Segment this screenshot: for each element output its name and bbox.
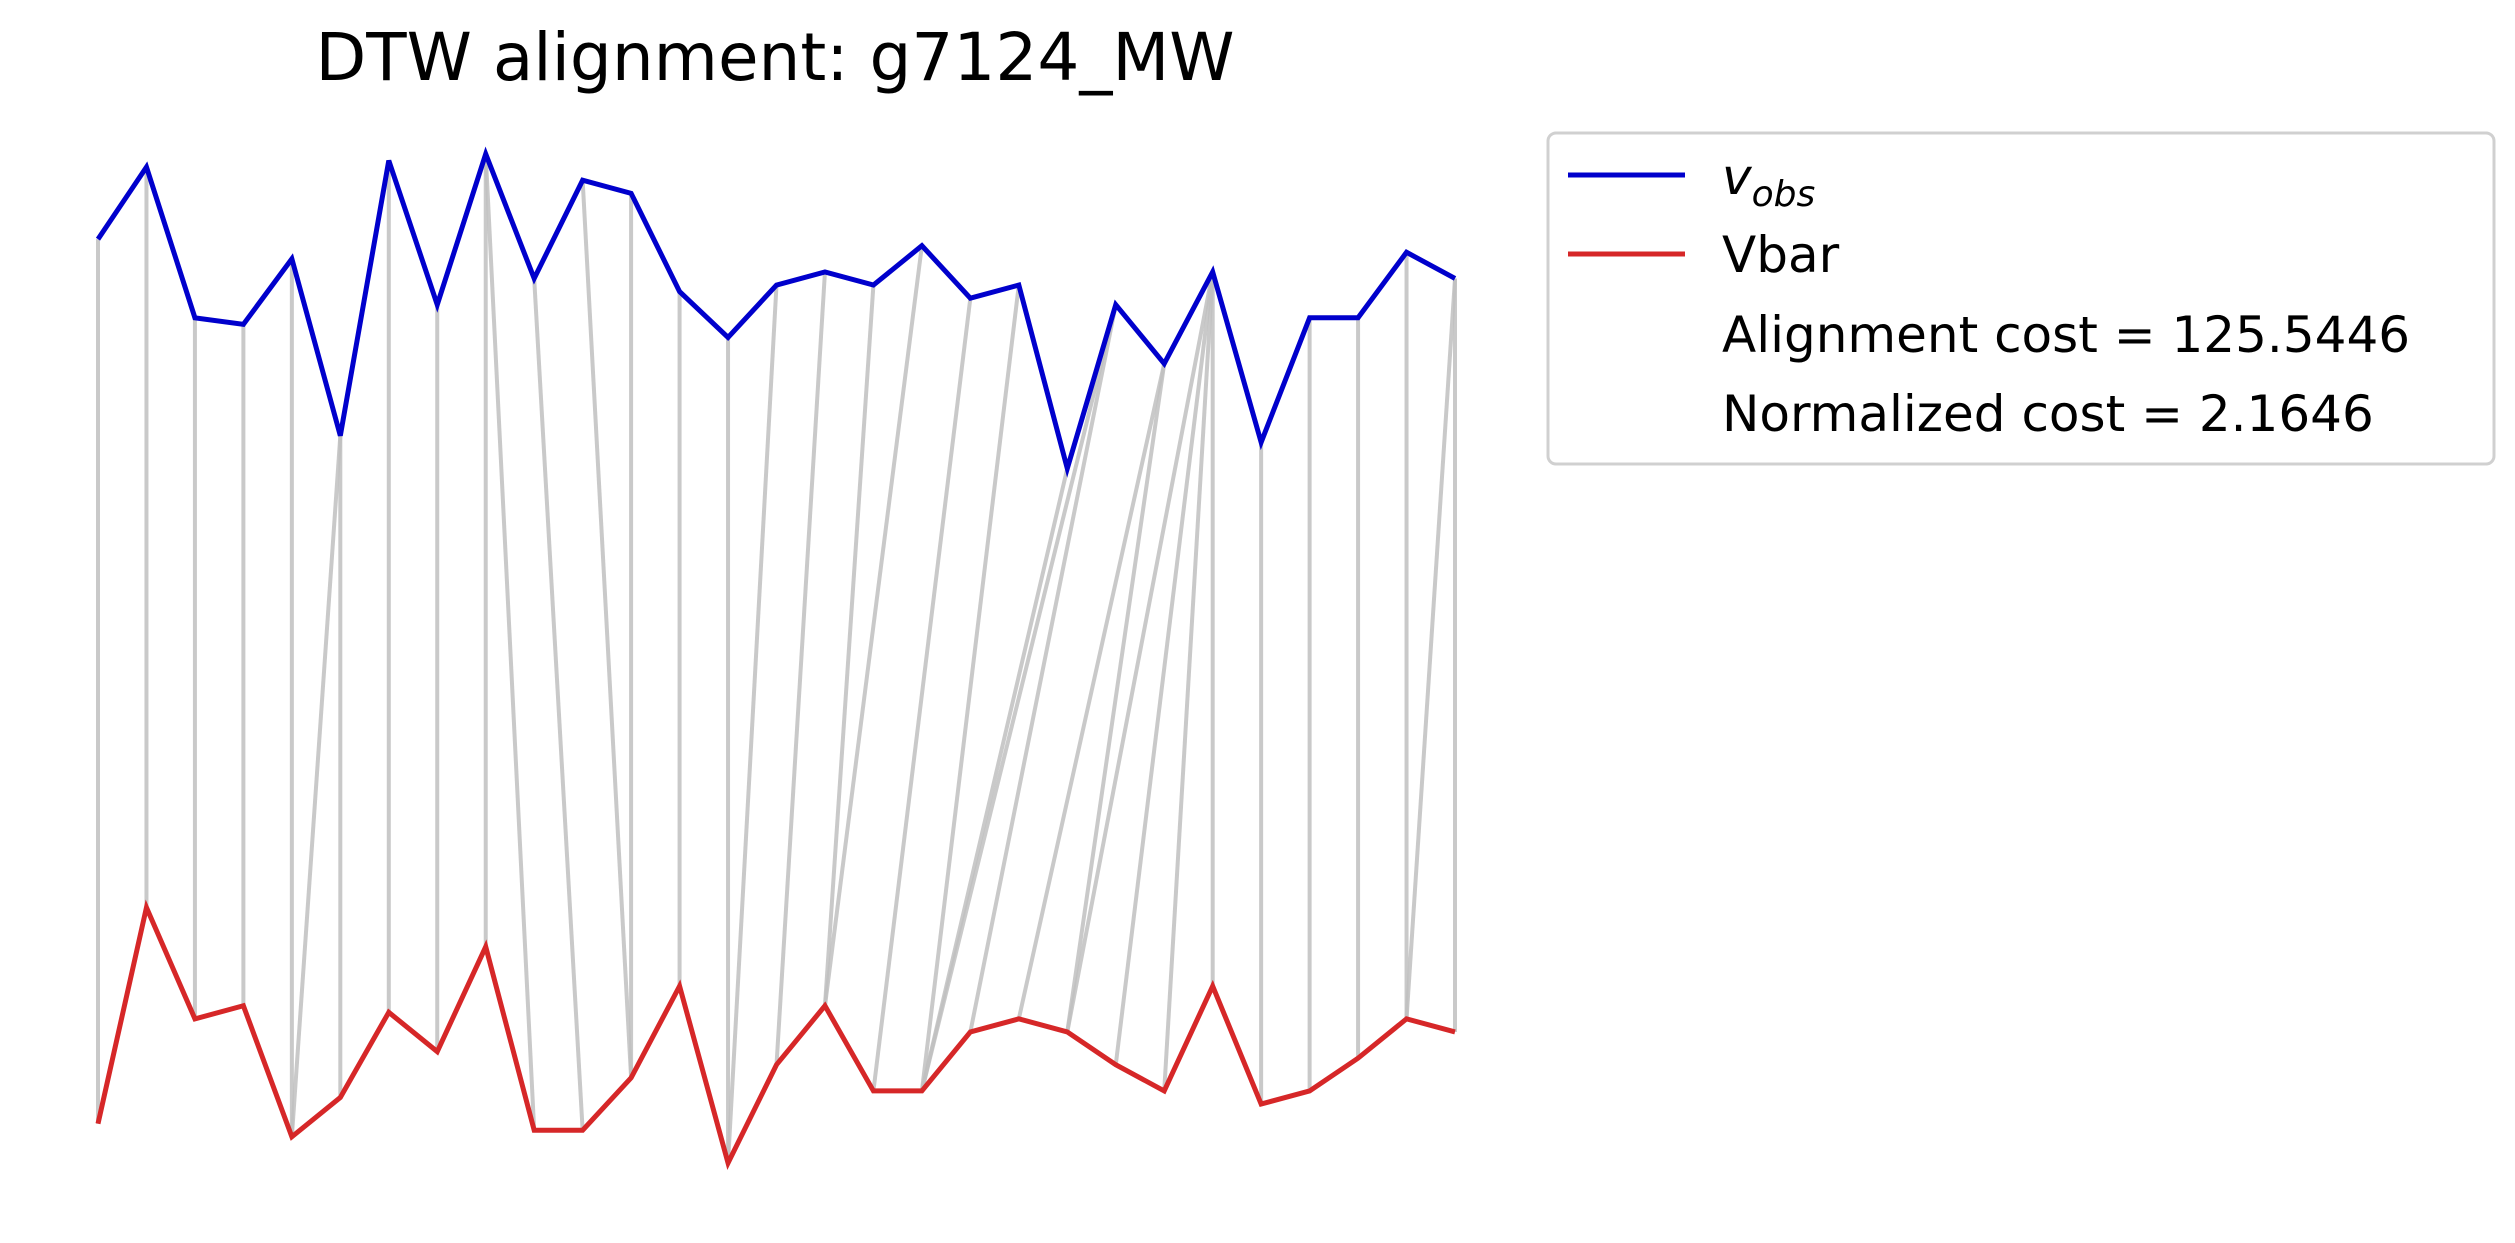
alignment-line-20 (871, 297, 973, 1092)
legend-normalized-cost: Normalized cost = 2.1646 (1722, 385, 2374, 443)
legend-frame (1546, 131, 2496, 466)
alignment-line-18 (822, 284, 876, 1006)
alignment-line-24 (968, 304, 1118, 1033)
legend-alignment-cost: Alignment cost = 125.5446 (1722, 306, 2410, 364)
alignment-line-35 (1404, 278, 1457, 1019)
alignment-line-11 (532, 278, 585, 1131)
alignment-line-23 (919, 304, 1118, 1092)
alignment-line-25 (1016, 363, 1167, 1020)
alignment-line-27 (1065, 271, 1215, 1033)
alignment-line-26 (1065, 363, 1167, 1033)
series-lines (95, 146, 1457, 1171)
alignment-line-12 (580, 180, 634, 1078)
alignment-line-17 (774, 271, 827, 1065)
chart-title: DTW alignment: g7124_MW (315, 19, 1234, 96)
legend-label-vobs: vobs (1722, 148, 1815, 215)
alignment-lines (96, 153, 1457, 1164)
alignment-line-16 (726, 284, 779, 1164)
series-line-vobs (95, 146, 1457, 478)
alignment-line-5 (289, 435, 343, 1137)
alignment-line-21 (919, 284, 1021, 1092)
series-line-vbar (95, 899, 1456, 1171)
alignment-line-29 (1162, 271, 1215, 1092)
alignment-line-28 (1113, 271, 1215, 1065)
alignment-line-19 (822, 245, 924, 1007)
legend-label-vbar: Vbar (1722, 226, 1840, 284)
legend: vobs Vbar Alignment cost = 125.5446 Norm… (1546, 131, 2496, 466)
alignment-line-10 (483, 153, 537, 1131)
